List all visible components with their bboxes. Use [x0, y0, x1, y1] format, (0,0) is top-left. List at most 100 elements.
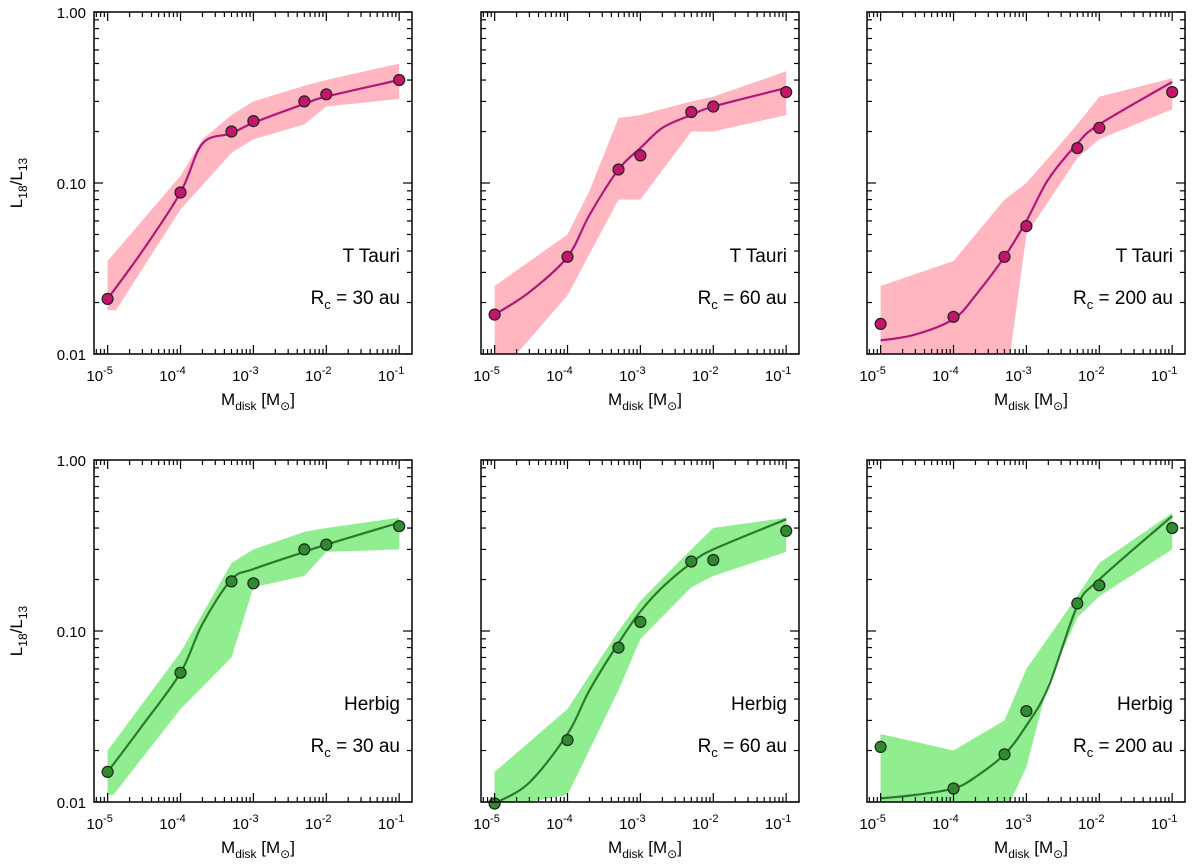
panel-top-right: 10-5 10-4 10-3 10-2 10-1 Mdisk [M⊙] T Tauri Rc … [859, 11, 1186, 413]
data-point [174, 666, 187, 679]
y-tick-label: 1.00 [57, 453, 86, 470]
x-tick-label: 10-3 [232, 365, 258, 385]
group-label: Herbig [731, 694, 787, 715]
y-axis-label: L18/L13 [7, 157, 30, 208]
panel-top-middle: 10-5 10-4 10-3 10-2 10-1 Mdisk [M⊙] T Tauri Rc … [473, 11, 800, 413]
fit-line [880, 515, 1173, 800]
x-tick-label: 10-5 [86, 365, 112, 385]
rc-label: Rc = 30 au [311, 288, 400, 312]
x-tick-label: 10-3 [1005, 813, 1031, 833]
group-label: Herbig [344, 694, 400, 715]
data-point [1093, 121, 1106, 135]
uncertainty-band [494, 517, 787, 802]
data-point [320, 88, 333, 101]
rc-label: Rc = 30 au [311, 736, 400, 760]
data-point [998, 748, 1011, 761]
x-tick-label: 10-2 [305, 365, 331, 385]
x-tick-label: 10-4 [159, 813, 185, 833]
panel-top-left: 10-5 10-4 10-3 10-2 10-1 0.01 0.10 1.00 L18/L13 M… [7, 5, 413, 413]
data-point [393, 520, 406, 533]
data-point [101, 292, 114, 305]
fit-line [494, 86, 787, 316]
data-point [1020, 704, 1033, 718]
data-point [174, 186, 187, 199]
data-point [685, 105, 698, 119]
data-point [320, 538, 333, 551]
y-tick-label: 0.01 [57, 347, 86, 364]
data-point [1166, 85, 1179, 99]
data-point [1020, 220, 1033, 233]
fit-line [497, 518, 787, 802]
x-axis-label: Mdisk [M⊙] [994, 390, 1068, 413]
panel-bottom-middle: 10-5 10-4 10-3 10-2 10-1 Mdisk [M⊙] Herbig Rc =… [473, 459, 800, 861]
panel-bottom-right: 10-5 10-4 10-3 10-2 10-1 Mdisk [M⊙] Herbig Rc =… [859, 459, 1186, 861]
data-point [298, 95, 311, 108]
x-tick-label: 10-1 [378, 813, 404, 833]
y-tick-label: 0.01 [57, 795, 86, 812]
x-tick-label: 10-2 [305, 813, 331, 833]
x-tick-label: 10-2 [692, 813, 718, 833]
fit-line [880, 80, 1173, 342]
data-point [947, 310, 960, 323]
x-tick-label: 10-1 [765, 813, 791, 833]
y-axis-label: L18/L13 [7, 605, 30, 656]
uncertainty-band [107, 63, 400, 311]
rc-label: Rc = 200 au [1073, 736, 1173, 760]
x-axis-label: Mdisk [M⊙] [221, 390, 295, 413]
data-point [225, 575, 238, 588]
x-axis-label: Mdisk [M⊙] [608, 838, 682, 861]
x-axis-label: Mdisk [M⊙] [994, 838, 1068, 861]
x-tick-label: 10-3 [619, 365, 645, 385]
x-tick-label: 10-5 [473, 365, 499, 385]
x-tick-label: 10-1 [765, 365, 791, 385]
group-label: T Tauri [343, 246, 400, 267]
data-point [707, 100, 720, 113]
data-point [488, 308, 501, 321]
x-axis-label: Mdisk [M⊙] [608, 390, 682, 413]
rc-label: Rc = 60 au [698, 288, 787, 312]
data-point [780, 524, 793, 538]
rc-label: Rc = 200 au [1073, 288, 1173, 312]
data-point [247, 114, 260, 128]
data-point [561, 250, 574, 263]
data-point [634, 149, 647, 162]
y-tick-label: 1.00 [57, 5, 86, 22]
group-label: T Tauri [1116, 246, 1173, 267]
data-point [101, 765, 114, 779]
data-point [247, 577, 260, 590]
x-tick-label: 10-4 [932, 813, 958, 833]
x-tick-label: 10-3 [1005, 365, 1031, 385]
data-point [947, 782, 960, 795]
data-point [1071, 597, 1084, 610]
data-point [685, 555, 698, 568]
data-point [1071, 142, 1084, 155]
x-tick-label: 10-3 [619, 813, 645, 833]
data-point [634, 615, 647, 629]
x-tick-label: 10-4 [546, 365, 572, 385]
data-point [780, 85, 793, 99]
x-tick-label: 10-2 [1078, 365, 1104, 385]
data-point [612, 641, 625, 654]
group-label: T Tauri [730, 246, 787, 267]
data-point [1166, 521, 1179, 535]
x-tick-label: 10-4 [546, 813, 572, 833]
uncertainty-band [880, 78, 1173, 354]
x-tick-label: 10-4 [932, 365, 958, 385]
data-point [707, 553, 720, 567]
data-point [874, 740, 887, 754]
x-tick-label: 10-5 [86, 813, 112, 833]
data-point [298, 543, 311, 556]
y-tick-label: 0.10 [57, 176, 86, 193]
x-tick-label: 10-2 [692, 365, 718, 385]
x-tick-label: 10-5 [859, 365, 885, 385]
uncertainty-band [107, 517, 400, 795]
y-tick-label: 0.10 [57, 624, 86, 641]
data-point [998, 250, 1011, 263]
x-tick-label: 10-2 [1078, 813, 1104, 833]
x-axis-label: Mdisk [M⊙] [221, 838, 295, 861]
x-tick-label: 10-5 [473, 813, 499, 833]
x-tick-label: 10-5 [859, 813, 885, 833]
rc-label: Rc = 60 au [698, 736, 787, 760]
panel-bottom-left: 10-5 10-4 10-3 10-2 10-1 0.01 0.10 1.00 L18/L13 M… [7, 453, 413, 861]
